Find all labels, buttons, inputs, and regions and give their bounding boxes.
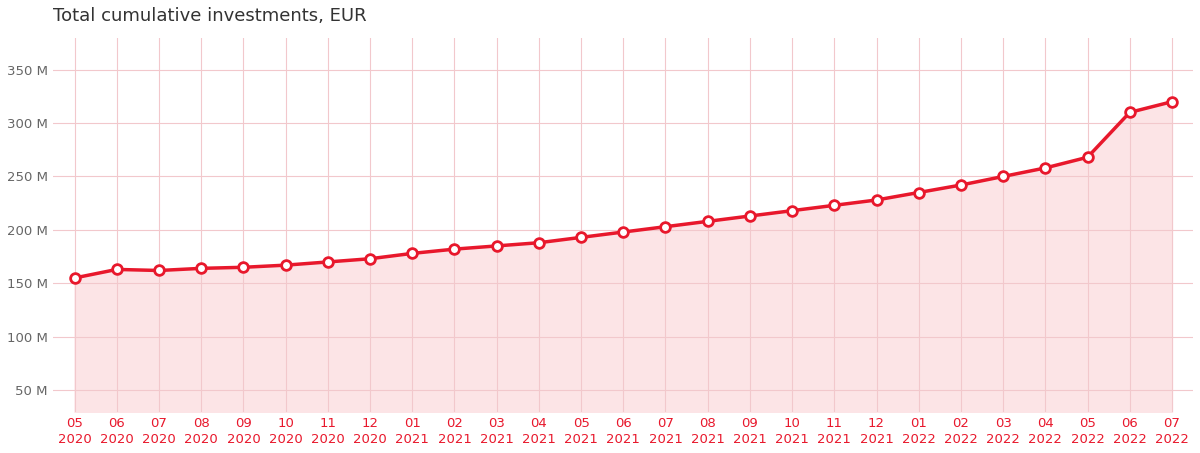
- Text: Total cumulative investments, EUR: Total cumulative investments, EUR: [54, 7, 367, 25]
